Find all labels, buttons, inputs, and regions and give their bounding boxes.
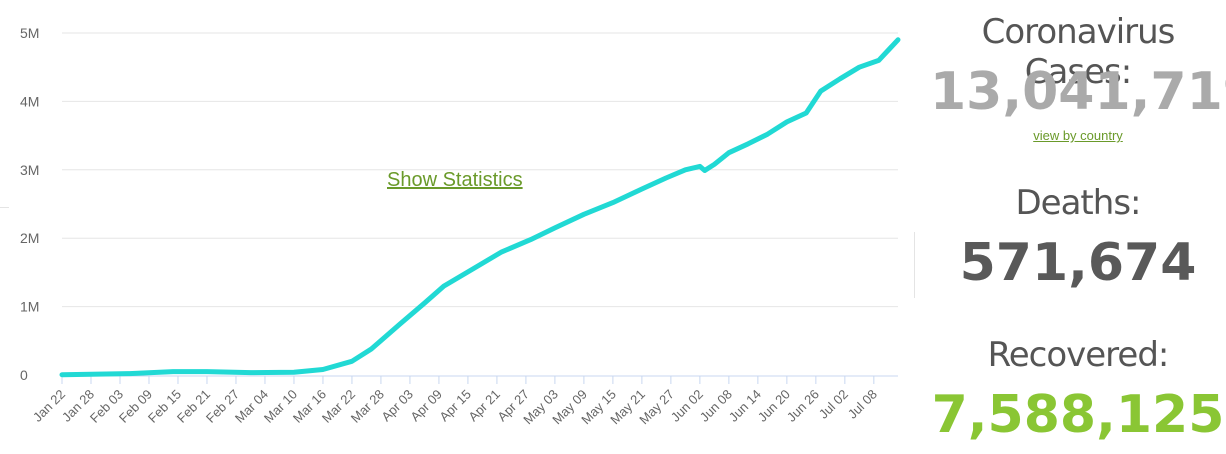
series-line [59,37,901,378]
deaths-count: 571,674 [959,233,1197,293]
y-tick-label: 0 [20,367,28,383]
x-tick-label: Mar 28 [348,387,387,426]
y-tick-label: 3M [20,162,39,178]
y-tick-label: 2M [20,230,39,246]
background-panel-edge-right [914,232,915,298]
recovered-label: Recovered: [987,335,1170,375]
y-tick-label: 5M [20,25,39,41]
view-by-country-link[interactable]: view by country [1033,128,1123,143]
x-tick-label: Jul 08 [845,387,880,422]
cases-label: Coronavirus Cases: [981,12,1176,92]
x-tick-label: Apr 09 [407,387,445,425]
x-tick-label: Apr 15 [436,387,474,425]
x-tick-label: Jul 02 [816,387,851,422]
x-tick-label: Jun 26 [784,387,822,425]
x-tick-label: Apr 21 [465,387,503,425]
y-tick-label: 1M [20,299,39,315]
x-tick-label: Apr 03 [378,387,416,425]
background-panel-edge-left [0,207,9,208]
deaths-label: Deaths: [1015,183,1142,223]
grid-lines [62,32,898,308]
show-statistics-link[interactable]: Show Statistics [387,169,523,191]
cases-count: 13,041,719 [930,62,1226,122]
y-tick-label: 4M [20,93,39,109]
series-layer [59,37,901,378]
recovered-count: 7,588,125 [931,385,1225,445]
x-axis [61,375,898,384]
y-axis-tick-labels: 0 1M 2M 3M 4M 5M [20,25,39,383]
